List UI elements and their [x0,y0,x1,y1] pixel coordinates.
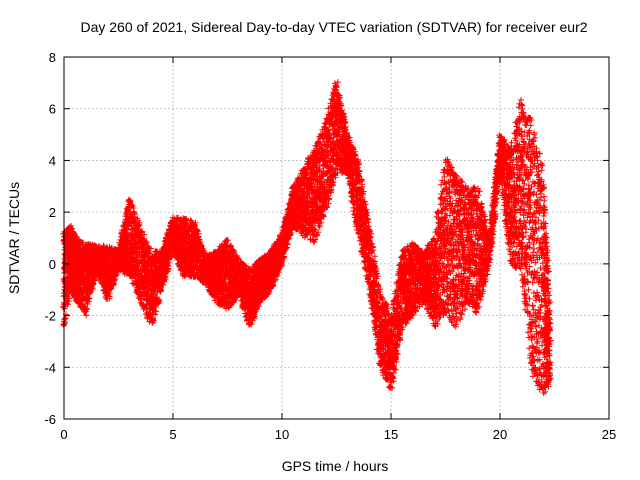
x-tick-label: 20 [493,427,507,442]
y-tick-label: 8 [49,50,56,65]
x-tick-label: 10 [275,427,289,442]
y-tick-label: -4 [44,360,56,375]
x-axis-label: GPS time / hours [282,458,389,474]
x-tick-label: 25 [602,427,616,442]
y-axis-label: SDTVAR / TECUs [6,182,22,294]
y-tick-label: 0 [49,257,56,272]
data-points [60,79,554,397]
plot-frame [63,56,610,420]
y-tick-label: 2 [49,205,56,220]
chart-title: Day 260 of 2021, Sidereal Day-to-day VTE… [80,19,587,35]
y-tick-label: -6 [44,412,56,427]
y-tick-label: -2 [44,309,56,324]
y-tick-label: 6 [49,102,56,117]
sdtvar-points [60,79,554,397]
x-tick-label: 5 [169,427,176,442]
axis-ticks: 0 5 10 15 20 25 -6 -4 -2 0 2 4 6 8 [44,50,616,442]
x-tick-label: 15 [384,427,398,442]
x-tick-label: 0 [60,427,67,442]
y-tick-label: 4 [49,153,56,168]
